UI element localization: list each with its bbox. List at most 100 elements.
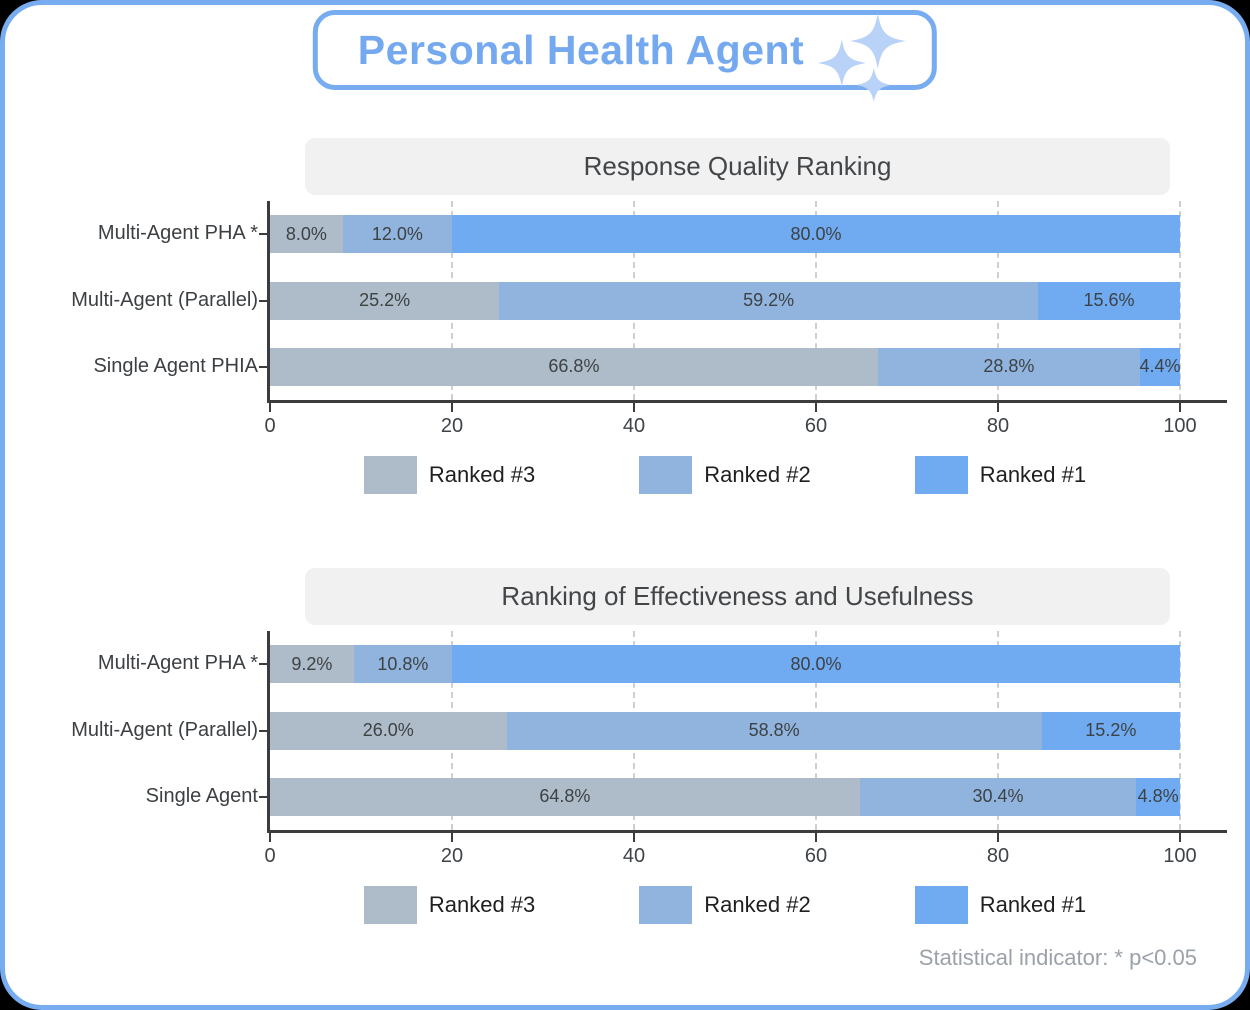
x-tick-label: 100: [1163, 845, 1197, 867]
bar-segment: 30.4%: [859, 777, 1137, 816]
bar-value-label: 12.0%: [371, 223, 423, 244]
category-label: Single Agent PHIA: [93, 354, 258, 377]
x-tick: [633, 833, 635, 842]
legend-swatch: [914, 456, 968, 494]
chart-effectiveness-usefulness: Ranking of Effectiveness and Usefulness 9…: [5, 568, 1245, 933]
bar-value-label: 4.4%: [1139, 356, 1181, 377]
bar-segment: 12.0%: [342, 215, 452, 254]
x-tick-label: 20: [440, 845, 464, 867]
gridline: [1179, 201, 1181, 400]
bar-value-label: 80.0%: [790, 223, 842, 244]
x-tick-label: 60: [804, 415, 828, 437]
bar-row: 8.0% 12.0% 80.0%: [270, 215, 1180, 254]
chart-response-quality-ranking: Response Quality Ranking 8.0% 12.0% 80.0% Mu…: [5, 138, 1245, 503]
x-tick: [633, 403, 635, 412]
bar-value-label: 59.2%: [743, 290, 795, 310]
x-tick-label: 80: [986, 415, 1010, 437]
x-tick: [269, 833, 271, 842]
legend-swatch: [914, 886, 968, 924]
bar-value-label: 58.8%: [748, 720, 800, 740]
bar-segment: 4.8%: [1136, 777, 1180, 816]
legend-label: Ranked #1: [979, 462, 1087, 487]
sparkles-icon: [818, 13, 907, 102]
category-label: Multi-Agent PHA *: [97, 222, 258, 245]
x-axis-line: [267, 400, 1227, 403]
bar-segment: 59.2%: [499, 281, 1039, 320]
y-tick: [259, 299, 267, 302]
x-tick: [1179, 833, 1181, 842]
legend-swatch: [639, 886, 693, 924]
x-tick-label: 20: [440, 415, 464, 437]
y-axis-line: [267, 201, 270, 403]
legend-swatch: [363, 456, 417, 494]
gridline: [1179, 631, 1181, 830]
category-label: Single Agent: [145, 784, 258, 807]
legend-label: Ranked #3: [428, 462, 536, 487]
page-title: Personal Health Agent: [357, 26, 805, 73]
legend-item: Ranked #3: [363, 886, 536, 924]
legend-item: Ranked #1: [914, 886, 1087, 924]
bar-segment: 28.8%: [877, 347, 1140, 386]
x-tick-label: 60: [804, 845, 828, 867]
legend-label: Ranked #1: [979, 892, 1087, 917]
legend-item: Ranked #1: [914, 456, 1087, 494]
x-tick: [997, 403, 999, 412]
x-tick-label: 40: [622, 845, 646, 867]
y-tick: [259, 233, 267, 236]
legend: Ranked #3 Ranked #2 Ranked #1: [270, 886, 1180, 924]
x-tick: [815, 833, 817, 842]
y-axis-line: [267, 631, 270, 833]
legend-label: Ranked #2: [704, 462, 811, 487]
legend-swatch: [639, 456, 693, 494]
bar-segment: 80.0%: [451, 645, 1180, 684]
bar-row: 64.8% 30.4% 4.8%: [270, 777, 1180, 816]
chart-title-banner: Ranking of Effectiveness and Usefulness: [305, 568, 1170, 625]
bar-value-label: 26.0%: [362, 720, 414, 740]
bar-row: 9.2% 10.8% 80.0%: [270, 645, 1180, 684]
header-badge: Personal Health Agent: [312, 10, 938, 102]
bar-value-label: 15.6%: [1083, 290, 1135, 310]
bar-value-label: 9.2%: [291, 653, 333, 674]
chart-title-banner: Response Quality Ranking: [305, 138, 1170, 195]
bar-value-label: 10.8%: [377, 653, 429, 674]
x-tick-label: 0: [264, 845, 276, 867]
legend-label: Ranked #2: [704, 892, 811, 917]
bar-value-label: 66.8%: [548, 356, 600, 377]
bar-value-label: 8.0%: [285, 223, 327, 244]
bar-row: 25.2% 59.2% 15.6%: [270, 281, 1180, 320]
bar-row: 26.0% 58.8% 15.2%: [270, 711, 1180, 750]
bar-segment: 8.0%: [270, 215, 343, 254]
x-tick: [451, 833, 453, 842]
y-tick: [259, 365, 267, 368]
bar-segment: 4.4%: [1139, 347, 1181, 386]
x-tick-label: 0: [264, 415, 276, 437]
x-tick: [1179, 403, 1181, 412]
bar-segment: 64.8%: [270, 777, 860, 816]
x-axis-line: [267, 830, 1227, 833]
plot-area: 8.0% 12.0% 80.0% Multi-Agent PHA * 25.2% 59.2…: [71, 201, 1227, 437]
bar-value-label: 80.0%: [790, 653, 842, 674]
x-tick-label: 80: [986, 845, 1010, 867]
bar-segment: 66.8%: [270, 347, 878, 386]
legend: Ranked #3 Ranked #2 Ranked #1: [270, 456, 1180, 494]
bar-value-label: 30.4%: [972, 786, 1024, 807]
x-tick-label: 100: [1163, 415, 1197, 437]
legend-label: Ranked #3: [428, 892, 536, 917]
legend-item: Ranked #2: [639, 886, 811, 924]
category-label: Multi-Agent (Parallel): [71, 288, 258, 311]
bar-value-label: 15.2%: [1085, 720, 1137, 740]
bar-segment: 15.2%: [1041, 711, 1180, 750]
y-tick: [259, 795, 267, 798]
x-tick: [269, 403, 271, 412]
bar-segment: 58.8%: [506, 711, 1042, 750]
bar-row: 66.8% 28.8% 4.4%: [270, 347, 1181, 386]
category-label: Multi-Agent (Parallel): [71, 718, 258, 741]
y-tick: [259, 663, 267, 666]
bar-value-label: 64.8%: [539, 786, 591, 807]
bar-value-label: 28.8%: [983, 356, 1035, 377]
x-tick: [815, 403, 817, 412]
y-tick: [259, 729, 267, 732]
bar-value-label: 25.2%: [359, 290, 411, 310]
category-label: Multi-Agent PHA *: [97, 652, 258, 675]
